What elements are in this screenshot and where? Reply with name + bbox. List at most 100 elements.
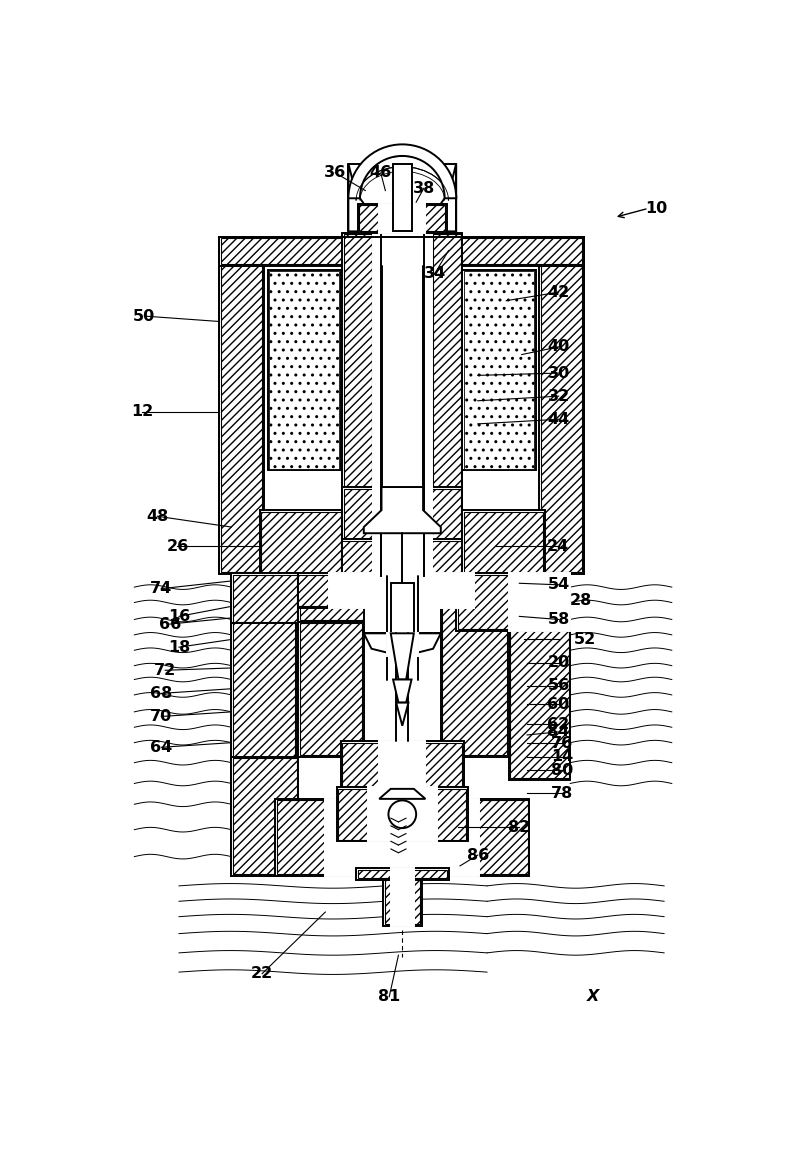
Bar: [342, 233, 373, 576]
Text: 24: 24: [546, 539, 569, 554]
Bar: [390, 876, 414, 926]
Bar: [381, 540, 424, 576]
Text: 84: 84: [547, 725, 570, 739]
Text: 66: 66: [158, 617, 181, 631]
Bar: [464, 272, 534, 468]
Polygon shape: [390, 634, 414, 679]
Bar: [364, 576, 441, 622]
Bar: [342, 487, 462, 576]
Text: 86: 86: [466, 848, 489, 863]
Text: 80: 80: [551, 762, 574, 778]
Text: 38: 38: [413, 180, 435, 196]
Bar: [219, 237, 264, 574]
Text: 18: 18: [168, 639, 190, 655]
Bar: [373, 233, 431, 576]
Bar: [541, 239, 582, 573]
Bar: [337, 787, 468, 841]
Text: 81: 81: [378, 989, 400, 1005]
Bar: [231, 576, 297, 876]
Bar: [311, 541, 492, 574]
Bar: [298, 622, 364, 756]
Bar: [393, 164, 411, 232]
Wedge shape: [349, 144, 456, 198]
Polygon shape: [364, 634, 441, 657]
Polygon shape: [379, 789, 426, 799]
Bar: [221, 239, 582, 265]
Bar: [509, 574, 570, 631]
Bar: [310, 540, 493, 576]
Bar: [260, 511, 342, 576]
Bar: [329, 574, 474, 608]
Bar: [298, 576, 505, 622]
Text: 28: 28: [570, 593, 592, 608]
Text: 58: 58: [547, 612, 570, 626]
Text: 22: 22: [251, 966, 274, 981]
Bar: [368, 787, 437, 841]
Text: 42: 42: [547, 285, 570, 300]
Text: 60: 60: [547, 697, 570, 712]
Bar: [233, 577, 295, 875]
Polygon shape: [393, 679, 411, 703]
Text: X: X: [587, 989, 599, 1005]
Bar: [264, 574, 539, 608]
Text: 36: 36: [324, 165, 346, 180]
Text: 64: 64: [150, 740, 173, 755]
Bar: [385, 877, 420, 924]
Polygon shape: [431, 164, 456, 232]
Bar: [275, 799, 530, 876]
Bar: [344, 234, 371, 574]
Text: 20: 20: [547, 655, 570, 670]
Bar: [233, 758, 297, 875]
Bar: [358, 870, 447, 878]
Bar: [266, 575, 538, 607]
Bar: [300, 623, 362, 755]
Text: 50: 50: [134, 309, 155, 323]
Bar: [383, 876, 422, 926]
Text: 44: 44: [547, 412, 570, 426]
Bar: [277, 801, 528, 875]
Text: 40: 40: [547, 340, 570, 355]
Text: 52: 52: [574, 632, 596, 648]
Bar: [327, 801, 478, 875]
Bar: [379, 204, 426, 233]
Text: 30: 30: [547, 365, 570, 381]
Bar: [300, 577, 503, 621]
Bar: [431, 233, 462, 576]
Text: 10: 10: [646, 200, 667, 215]
Bar: [442, 577, 507, 755]
Bar: [390, 868, 414, 879]
Text: 76: 76: [551, 735, 574, 751]
Bar: [387, 634, 418, 657]
Bar: [456, 574, 570, 631]
Bar: [462, 511, 545, 576]
Circle shape: [389, 801, 416, 828]
Text: 68: 68: [150, 686, 173, 701]
Text: 48: 48: [146, 508, 169, 523]
Text: 32: 32: [547, 389, 570, 404]
Text: 26: 26: [166, 539, 189, 554]
Bar: [539, 237, 584, 574]
Bar: [441, 576, 509, 756]
Bar: [462, 269, 535, 470]
Text: 54: 54: [547, 577, 570, 593]
Text: 16: 16: [168, 609, 190, 624]
Bar: [231, 756, 298, 876]
Bar: [262, 512, 341, 574]
Text: 74: 74: [150, 581, 173, 596]
Bar: [364, 576, 441, 634]
Bar: [510, 577, 569, 778]
Bar: [359, 205, 446, 232]
Text: 70: 70: [150, 708, 173, 724]
Bar: [433, 234, 461, 574]
Bar: [373, 487, 431, 576]
Bar: [341, 741, 464, 799]
Bar: [231, 574, 298, 623]
Text: 34: 34: [423, 266, 446, 281]
Bar: [509, 576, 570, 780]
Bar: [379, 741, 426, 799]
Bar: [342, 742, 462, 797]
Bar: [219, 237, 584, 266]
Bar: [221, 239, 262, 573]
Bar: [326, 799, 479, 876]
Bar: [338, 789, 466, 840]
